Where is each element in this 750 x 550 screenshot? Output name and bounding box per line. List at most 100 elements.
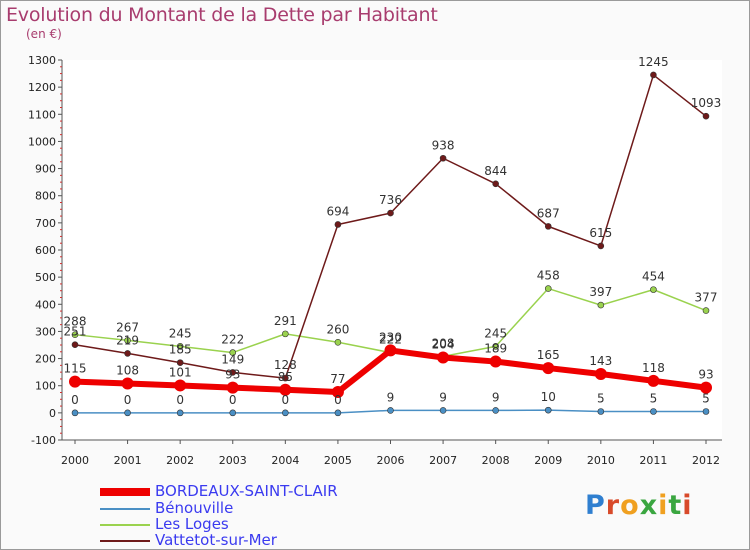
data-label: 189	[484, 342, 507, 356]
x-tick-label: 2010	[587, 454, 615, 467]
data-label: 118	[642, 361, 665, 375]
data-point	[439, 407, 447, 414]
legend-label: Vattetot-sur-Mer	[155, 531, 277, 549]
data-point	[176, 359, 184, 366]
data-label: 251	[64, 325, 87, 339]
y-tick-label: 0	[49, 407, 56, 420]
data-label: 9	[387, 390, 395, 404]
data-point	[439, 154, 447, 162]
data-point	[282, 330, 289, 338]
data-label: 1245	[638, 55, 669, 69]
logo-letter: r	[605, 490, 621, 521]
y-tick-label: 600	[35, 244, 56, 257]
data-point	[331, 385, 344, 398]
y-tick-label: 500	[35, 271, 56, 284]
data-point	[71, 409, 79, 417]
data-point	[542, 362, 555, 375]
data-label: 77	[330, 372, 345, 386]
data-label: 260	[326, 322, 349, 336]
y-tick-label: 800	[35, 190, 56, 203]
legend-label: BORDEAUX-SAINT-CLAIR	[155, 482, 338, 500]
x-tick-label: 2011	[639, 454, 667, 467]
data-label: 5	[702, 392, 710, 406]
data-label: 222	[379, 333, 402, 347]
logo-letter: t	[668, 490, 683, 521]
data-label: 615	[589, 226, 612, 240]
data-point	[229, 369, 237, 376]
x-tick-label: 2008	[482, 454, 510, 467]
data-point	[176, 409, 184, 417]
x-tick-label: 2005	[324, 454, 352, 467]
data-point	[334, 221, 342, 228]
y-tick-label: 1200	[28, 81, 56, 94]
data-point	[174, 379, 187, 392]
data-label: 10	[541, 390, 556, 404]
data-point	[650, 71, 657, 79]
data-label: 219	[116, 333, 139, 347]
data-point	[71, 341, 79, 349]
data-label: 458	[537, 269, 560, 283]
data-label: 245	[484, 326, 507, 340]
data-point	[387, 209, 394, 217]
data-label: 5	[650, 392, 658, 406]
data-label: 93	[698, 368, 713, 382]
data-label: 0	[334, 393, 342, 407]
data-label: 108	[116, 364, 139, 378]
data-point	[384, 344, 397, 357]
logo-letter: i	[682, 490, 693, 521]
y-tick-label: 100	[35, 380, 56, 393]
data-point	[597, 408, 605, 415]
data-point	[229, 409, 237, 417]
data-point	[650, 286, 657, 293]
data-point	[124, 409, 131, 417]
logo-letter: i	[658, 490, 669, 521]
y-tick-label: -100	[31, 434, 56, 447]
data-point	[492, 407, 499, 414]
chart-title: Evolution du Montant de la Dette par Hab…	[6, 4, 438, 26]
y-tick-label: 900	[35, 163, 56, 176]
logo-letter: o	[620, 490, 640, 521]
chart-unit: (en €)	[26, 27, 62, 41]
x-tick-label: 2002	[166, 454, 194, 467]
data-label: 694	[326, 204, 349, 218]
data-label: 128	[274, 358, 297, 372]
data-label: 9	[492, 390, 500, 404]
x-tick-label: 2012	[692, 454, 720, 467]
x-tick-label: 2003	[219, 454, 247, 467]
data-point	[702, 112, 710, 120]
data-label: 222	[221, 333, 244, 347]
data-point	[594, 368, 607, 381]
x-tick-label: 2004	[271, 454, 299, 467]
data-point	[489, 355, 502, 368]
data-label: 230	[379, 330, 402, 344]
data-label: 736	[379, 193, 402, 207]
data-label: 0	[124, 393, 132, 407]
y-tick-label: 200	[35, 353, 56, 366]
data-point	[437, 351, 450, 364]
y-tick-label: 300	[35, 325, 56, 338]
data-point	[544, 406, 552, 414]
data-label: 245	[169, 326, 192, 340]
data-label: 291	[274, 314, 297, 328]
data-label: 454	[642, 270, 665, 284]
data-point	[597, 242, 605, 250]
data-point	[650, 408, 657, 415]
logo-letter: x	[639, 490, 659, 521]
data-point	[282, 409, 289, 417]
data-point	[176, 343, 184, 350]
y-tick-label: 400	[35, 298, 56, 311]
y-tick-label: 1300	[28, 54, 56, 67]
data-label: 101	[169, 365, 192, 379]
data-point	[334, 338, 342, 346]
x-tick-label: 2007	[429, 454, 457, 467]
x-tick-label: 2001	[114, 454, 142, 467]
data-point	[647, 374, 660, 387]
data-point	[702, 307, 710, 314]
data-label: 1093	[691, 96, 722, 110]
x-tick-label: 2009	[534, 454, 562, 467]
logo-letter: P	[585, 490, 606, 521]
data-label: 204	[432, 337, 455, 351]
data-point	[597, 301, 605, 309]
data-label: 397	[589, 285, 612, 299]
